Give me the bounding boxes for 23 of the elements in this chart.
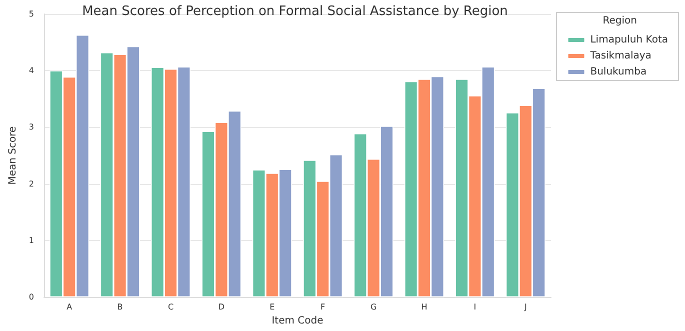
- y-tick-label: 2: [28, 179, 34, 188]
- x-tick-label: J: [523, 302, 527, 312]
- y-tick-label: 1: [28, 236, 34, 245]
- y-tick-label: 4: [28, 66, 34, 76]
- x-tick-label: F: [320, 302, 326, 312]
- x-tick-label: E: [270, 302, 275, 312]
- legend-label: Limapuluh Kota: [590, 34, 668, 46]
- x-tick-label: B: [117, 302, 123, 312]
- legend-label: Bulukumba: [590, 66, 647, 78]
- y-tick-label: 0: [28, 292, 34, 302]
- y-axis-title: Mean Score: [8, 126, 18, 185]
- x-axis-title: Item Code: [272, 316, 324, 326]
- x-tick-label: C: [168, 302, 174, 312]
- x-tick-label: D: [218, 302, 225, 312]
- legend-title: Region: [602, 16, 637, 26]
- legend-label: Tasikmalaya: [589, 50, 652, 62]
- y-tick-label: 3: [28, 122, 34, 132]
- x-tick-label: I: [474, 302, 476, 312]
- x-tick-label: G: [370, 302, 377, 312]
- x-tick-label: A: [66, 302, 73, 312]
- x-tick-label: H: [421, 302, 428, 312]
- y-tick-label: 5: [28, 10, 34, 18]
- chart-title: Mean Scores of Perception on Formal Social Assistance by Region: [82, 4, 508, 19]
